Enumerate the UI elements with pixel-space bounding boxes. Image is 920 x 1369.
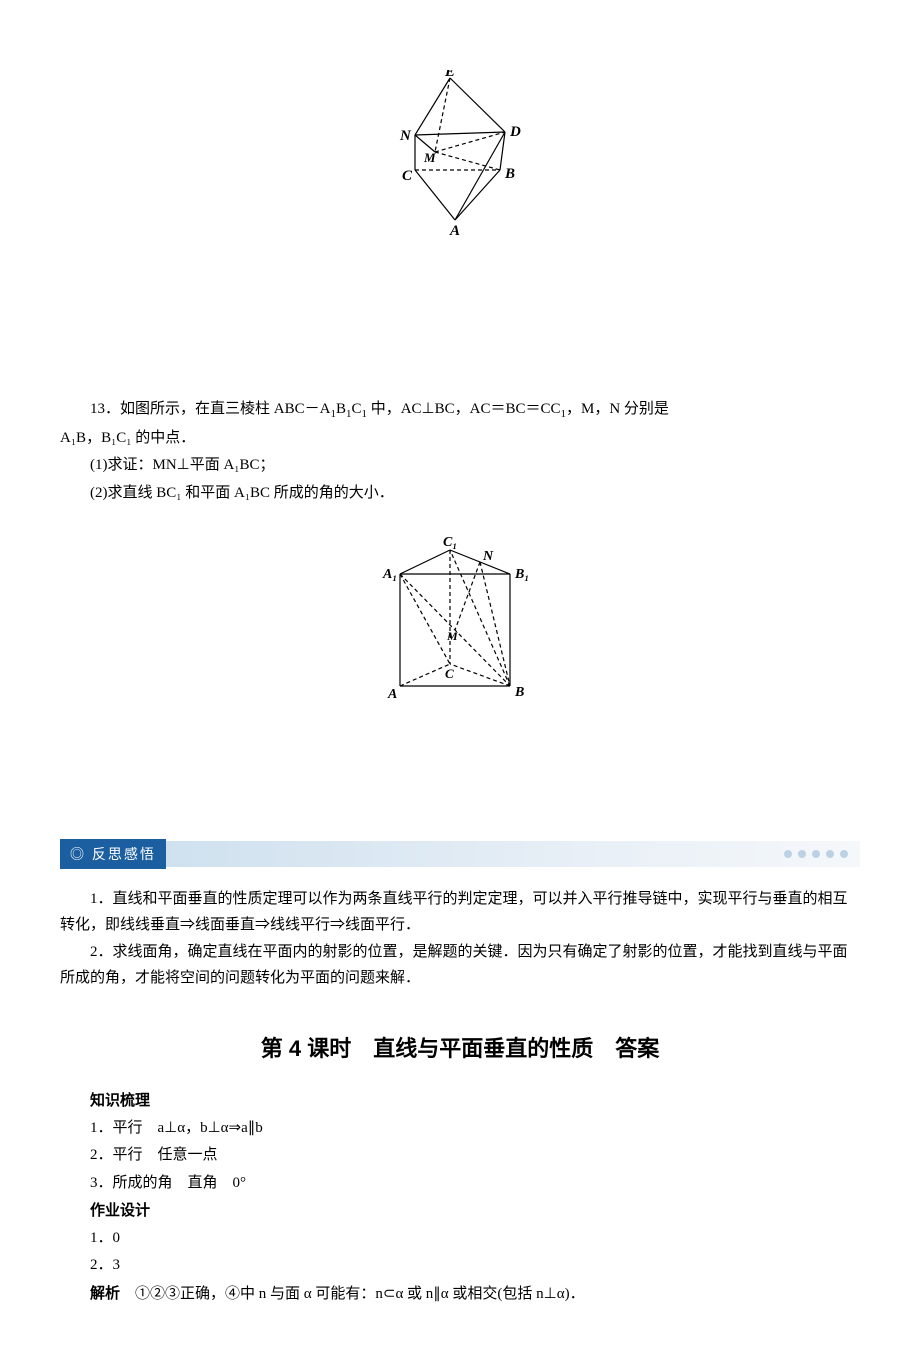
reflection-header: ◎ 反思感悟: [60, 841, 860, 867]
answers-z1: 1．0: [60, 1226, 860, 1252]
fig2-label-M: M: [446, 629, 458, 643]
dot-icon: [784, 850, 792, 858]
figure-2: C₁ N A₁ B₁ M C A B: [60, 536, 860, 711]
reflection-p2: 2．求线面角，确定直线在平面内的射影的位置，是解题的关键．因为只有确定了射影的位…: [60, 940, 860, 991]
answers-z3: 解析 ①②③正确，④中 n 与面 α 可能有：n⊂α 或 n∥α 或相交(包括 …: [60, 1281, 860, 1308]
problem-13-line2: A₁B，B₁C₁ 的中点．: [60, 426, 860, 452]
figure-1: E N D M C B A: [60, 70, 860, 245]
fig2-label-C1: C₁: [443, 536, 457, 550]
p13-l1b: B: [336, 401, 346, 417]
answers-k2: 2．平行 任意一点: [60, 1143, 860, 1169]
p13-l1e: ，M，N 分别是: [566, 401, 669, 417]
fig2-label-B: B: [514, 685, 524, 700]
fig2-label-B1: B₁: [514, 567, 529, 582]
reflection-header-bar: [166, 841, 860, 867]
dot-icon: [840, 850, 848, 858]
answers-heading2: 作业设计: [60, 1198, 860, 1224]
problem-13-line3: (1)求证：MN⊥平面 A₁BC；: [60, 453, 860, 479]
fig1-label-A: A: [449, 223, 460, 239]
figure-1-svg: E N D M C B A: [380, 70, 540, 240]
answers-k1: 1．平行 a⊥α，b⊥α⇒a∥b: [60, 1116, 860, 1142]
reflection-header-label: ◎ 反思感悟: [60, 839, 166, 869]
fig1-label-M: M: [423, 150, 436, 165]
figure-2-svg: C₁ N A₁ B₁ M C A B: [375, 536, 545, 706]
problem-13-line4: (2)求直线 BC₁ 和平面 A₁BC 所成的角的大小．: [60, 481, 860, 507]
fig2-label-A: A: [387, 687, 397, 702]
fig1-label-B: B: [504, 166, 515, 182]
p13-l1a: 13．如图所示，在直三棱柱 ABC－A: [90, 401, 330, 417]
problem-13-line1: 13．如图所示，在直三棱柱 ABC－A1B1C1 中，AC⊥BC，AC＝BC＝C…: [60, 397, 860, 424]
dot-icon: [826, 850, 834, 858]
answers-k3: 3．所成的角 直角 0°: [60, 1171, 860, 1197]
p13-l1c: C: [351, 401, 361, 417]
answers-z2: 2．3: [60, 1253, 860, 1279]
dot-icon: [798, 850, 806, 858]
dot-icon: [812, 850, 820, 858]
fig1-label-C: C: [402, 168, 413, 184]
fig1-label-N: N: [399, 128, 412, 144]
fig1-label-E: E: [444, 70, 455, 80]
fig1-label-D: D: [509, 124, 521, 140]
reflection-p1: 1．直线和平面垂直的性质定理可以作为两条直线平行的判定定理，可以并入平行推导链中…: [60, 887, 860, 938]
fig2-label-N: N: [482, 549, 494, 564]
answers-heading1: 知识梳理: [60, 1088, 860, 1114]
answers-z3-label: 解析: [90, 1285, 120, 1302]
fig2-label-A1: A₁: [382, 567, 397, 582]
fig2-label-C: C: [445, 666, 454, 681]
p13-l1d: 中，AC⊥BC，AC＝BC＝CC: [367, 401, 561, 417]
answers-z3-text: ①②③正确，④中 n 与面 α 可能有：n⊂α 或 n∥α 或相交(包括 n⊥α…: [120, 1286, 585, 1302]
answers-title: 第 4 课时 直线与平面垂直的性质 答案: [60, 1031, 860, 1063]
